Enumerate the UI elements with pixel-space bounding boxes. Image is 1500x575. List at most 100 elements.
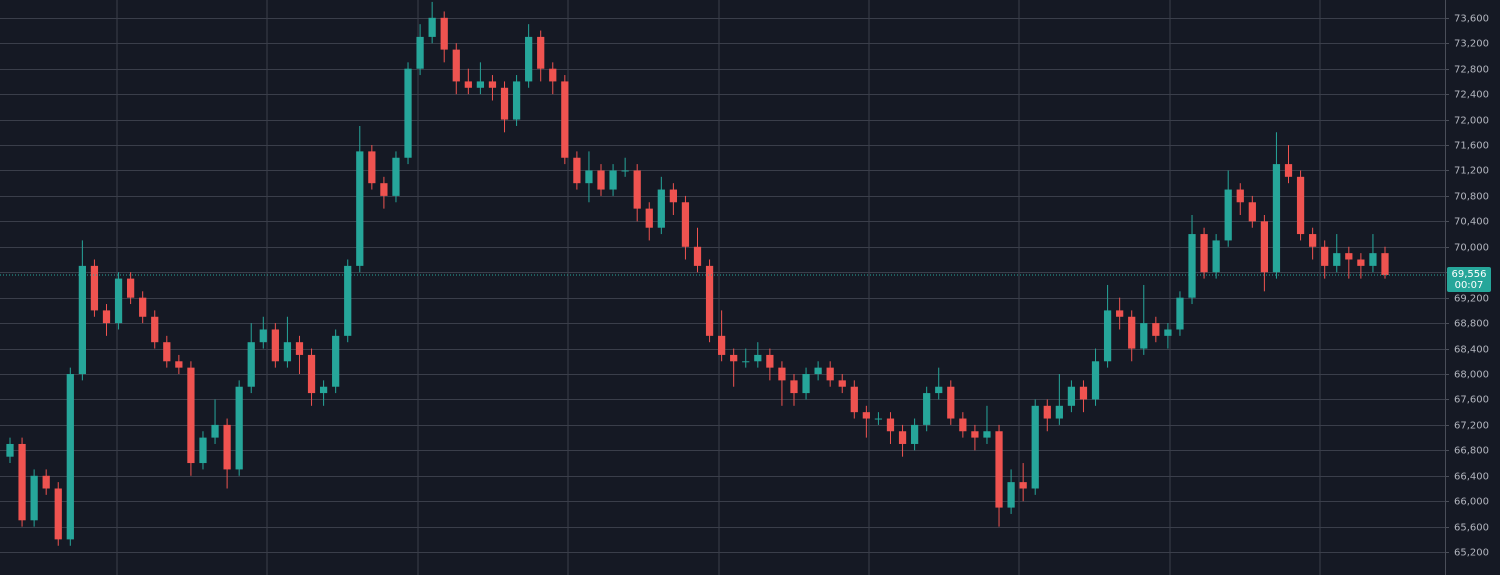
candle-body	[1345, 253, 1353, 260]
candle-body	[947, 386, 955, 419]
candle-body	[693, 246, 702, 266]
candle-body	[971, 431, 979, 438]
candle-body	[923, 393, 931, 425]
candle-body	[910, 424, 919, 444]
y-tick-label: 71,200	[1454, 166, 1489, 177]
candle-body	[500, 87, 509, 120]
candle-body	[681, 202, 690, 247]
candle-body	[307, 354, 316, 394]
candle-body	[1272, 164, 1281, 273]
candle-body	[163, 342, 171, 362]
last-price-box	[1447, 267, 1491, 293]
candle-body	[283, 342, 292, 362]
candle-body	[669, 189, 677, 203]
candle-body	[30, 475, 38, 521]
candle-body	[609, 170, 617, 190]
candle-body	[730, 354, 738, 362]
candle-body	[850, 386, 858, 413]
candle-body	[18, 443, 26, 521]
candle-body	[754, 354, 762, 362]
y-tick-label: 66,800	[1454, 446, 1489, 457]
y-tick-label: 70,400	[1454, 217, 1489, 228]
y-tick-label: 72,800	[1454, 65, 1489, 76]
candle-body	[705, 265, 714, 336]
y-tick-label: 68,800	[1454, 319, 1489, 330]
candle-body	[139, 297, 147, 317]
candle-body	[319, 386, 328, 394]
candle-body	[126, 278, 135, 298]
candle-body	[1369, 253, 1377, 266]
candle-body	[525, 36, 533, 82]
candle-body	[874, 418, 883, 420]
candle-body	[295, 342, 304, 355]
candle-body	[271, 329, 279, 362]
candle-body	[935, 386, 943, 394]
candle-body	[344, 265, 352, 336]
candle-body	[1321, 246, 1329, 266]
candle-body	[585, 170, 593, 184]
candle-body	[175, 361, 183, 368]
y-tick-label: 65,600	[1454, 523, 1489, 534]
candle-body	[90, 265, 99, 311]
candle-body	[573, 157, 581, 184]
candle-body	[645, 208, 653, 228]
candle-body	[1116, 310, 1124, 317]
candle-body	[464, 81, 472, 88]
candle-body	[488, 81, 497, 88]
candle-body	[1236, 189, 1244, 203]
y-tick-label: 66,000	[1454, 497, 1489, 508]
y-tick-label: 73,600	[1454, 14, 1489, 25]
candle-body	[1357, 259, 1365, 266]
y-tick-label: 71,600	[1454, 141, 1489, 152]
candle-body	[1164, 329, 1172, 336]
candle-body	[561, 81, 569, 158]
candle-body	[259, 329, 267, 343]
candle-body	[862, 412, 870, 419]
candle-body	[102, 310, 111, 324]
candle-body	[778, 367, 786, 381]
candle-body	[1079, 386, 1088, 400]
candle-body	[549, 68, 557, 82]
candle-body	[78, 265, 86, 375]
candle-body	[718, 335, 726, 355]
candle-body	[657, 189, 665, 228]
candle-body	[1176, 297, 1184, 330]
candle-body	[766, 354, 774, 368]
candle-body	[6, 443, 14, 457]
candle-body	[440, 17, 448, 50]
y-tick-label: 69,200	[1454, 294, 1489, 305]
y-tick-label: 72,400	[1454, 90, 1489, 101]
candle-body	[392, 157, 400, 196]
candle-body	[223, 424, 231, 470]
candle-body	[452, 49, 460, 82]
candle-body	[1224, 189, 1232, 241]
countdown-label: 00:07	[1455, 280, 1484, 291]
y-tick-label: 68,400	[1454, 345, 1489, 356]
candle-body	[537, 36, 545, 69]
candle-body	[814, 367, 822, 375]
candle-body	[211, 424, 219, 438]
candle-body	[1248, 202, 1256, 222]
y-tick-label: 67,200	[1454, 421, 1489, 432]
candle-body	[42, 475, 50, 489]
candle-body	[1212, 240, 1220, 273]
candle-body	[886, 418, 895, 432]
candle-body	[983, 431, 991, 438]
candle-body	[428, 17, 436, 37]
y-tick-label: 72,000	[1454, 116, 1489, 127]
candle-body	[416, 36, 424, 69]
candle-body	[1260, 221, 1269, 273]
candle-body	[66, 374, 74, 540]
candle-body	[1067, 386, 1076, 406]
y-tick-label: 70,000	[1454, 243, 1489, 254]
y-tick-label: 66,400	[1454, 472, 1489, 483]
y-tick-label: 65,200	[1454, 548, 1489, 559]
candle-body	[995, 431, 1003, 508]
candle-body	[54, 488, 62, 540]
candle-body	[1031, 405, 1039, 489]
candle-body	[1019, 482, 1027, 489]
candle-body	[187, 367, 195, 464]
candle-body	[235, 386, 243, 470]
